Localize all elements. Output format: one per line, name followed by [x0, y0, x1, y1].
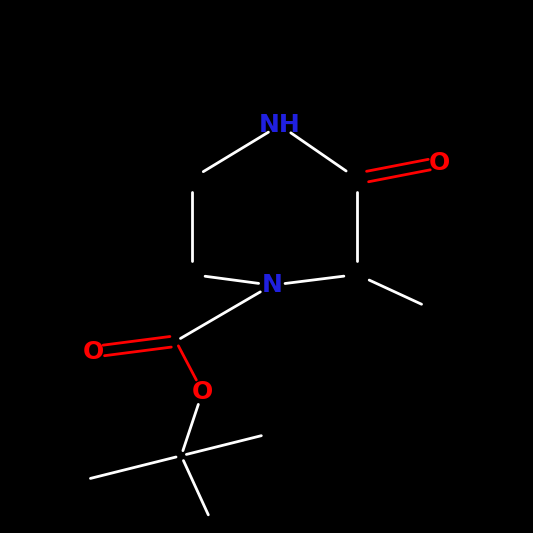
Text: N: N: [261, 273, 282, 297]
Text: O: O: [83, 340, 104, 364]
Text: O: O: [429, 150, 450, 175]
Text: NH: NH: [259, 113, 301, 138]
Text: O: O: [192, 379, 213, 404]
